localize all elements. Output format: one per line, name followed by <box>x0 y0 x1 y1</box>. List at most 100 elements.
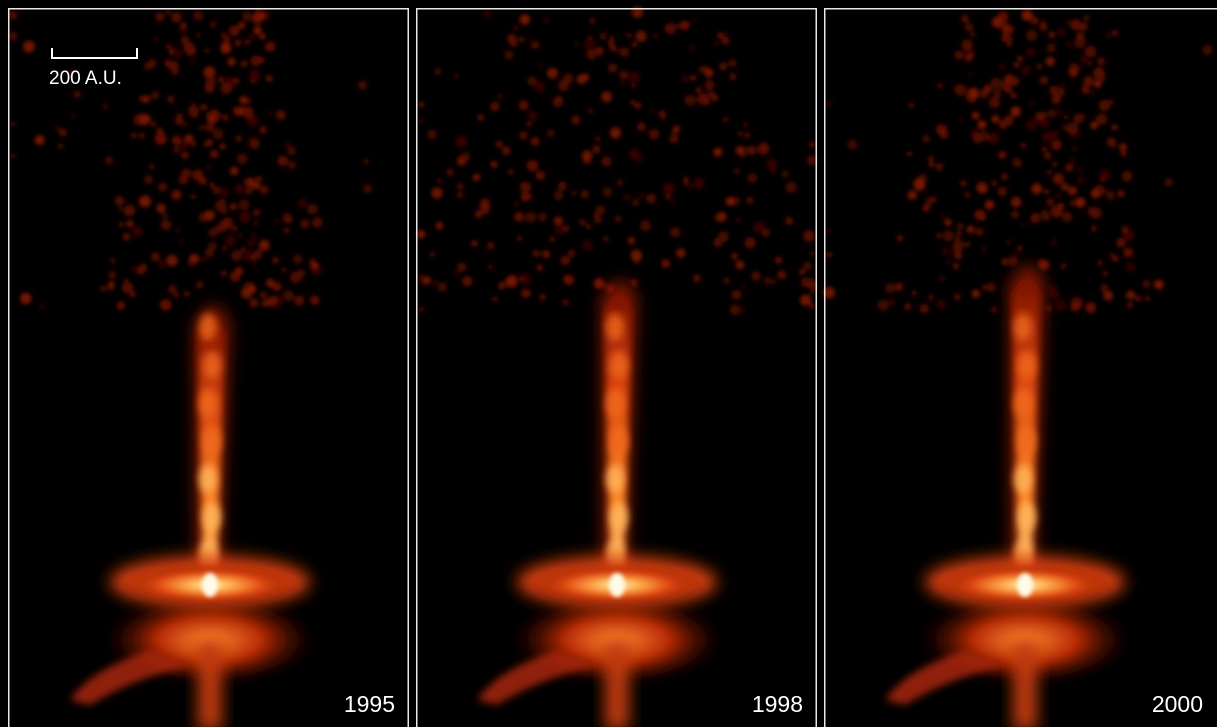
speckle <box>1119 143 1127 151</box>
speckle <box>1009 37 1014 42</box>
speckle <box>719 62 727 70</box>
speckle <box>221 199 225 203</box>
speckle <box>1039 22 1048 31</box>
speckle <box>418 275 425 282</box>
speckle <box>1098 57 1102 61</box>
speckle <box>143 95 150 102</box>
speckle <box>588 109 593 114</box>
speckle <box>562 299 569 306</box>
speckle <box>637 122 646 131</box>
speckle <box>912 291 917 296</box>
speckle <box>965 241 971 247</box>
speckle <box>961 15 969 23</box>
speckle <box>508 169 514 175</box>
counter-jet <box>198 640 222 727</box>
speckle <box>213 129 224 140</box>
speckle <box>1051 239 1057 245</box>
speckle <box>671 199 676 204</box>
speckle <box>970 31 976 37</box>
speckle <box>992 17 1003 28</box>
speckle <box>713 238 723 248</box>
speckle <box>227 58 235 66</box>
speckle <box>210 150 219 159</box>
jet-knot <box>606 313 624 341</box>
speckle <box>231 250 242 261</box>
speckle <box>630 278 638 286</box>
speckle <box>259 291 268 300</box>
speckle <box>764 277 771 284</box>
speckle <box>775 257 782 264</box>
speckle <box>107 284 114 291</box>
speckle <box>126 220 133 227</box>
speckle <box>586 224 592 230</box>
speckle <box>972 112 980 120</box>
speckle <box>153 254 157 258</box>
panel: 1995 <box>8 8 409 727</box>
speckle <box>701 65 709 73</box>
speckle <box>218 77 224 83</box>
speckle <box>1061 183 1069 191</box>
speckle <box>171 12 182 23</box>
speckle <box>801 277 811 287</box>
speckle <box>690 74 697 81</box>
panel: 2000 <box>823 8 1217 727</box>
speckle <box>1097 260 1102 265</box>
speckle <box>20 293 32 305</box>
speckle <box>514 212 524 222</box>
speckle <box>124 278 128 282</box>
speckle <box>741 284 746 289</box>
speckle <box>1026 119 1038 131</box>
speckle <box>582 240 593 251</box>
speckle <box>628 34 632 38</box>
speckle <box>967 225 975 233</box>
speckle <box>983 85 991 93</box>
speckle <box>682 75 689 82</box>
speckle <box>192 169 203 180</box>
speckle <box>1050 290 1058 298</box>
speckle <box>190 140 197 147</box>
speckle <box>991 307 997 313</box>
speckle <box>1021 223 1025 227</box>
speckle <box>624 194 630 200</box>
speckle <box>1077 176 1085 184</box>
speckle <box>1154 280 1164 290</box>
speckle <box>1057 28 1065 36</box>
speckle <box>236 135 243 142</box>
speckle <box>826 101 832 107</box>
speckle <box>284 227 290 233</box>
speckle <box>130 291 137 298</box>
speckle <box>918 174 927 183</box>
speckle <box>617 179 624 186</box>
speckle <box>785 182 796 193</box>
speckle <box>970 89 977 96</box>
speckle <box>939 276 944 281</box>
speckle <box>108 271 116 279</box>
speckle <box>139 264 147 272</box>
speckle <box>307 204 318 215</box>
speckle <box>714 216 719 221</box>
speckle <box>457 192 463 198</box>
counter-jet <box>1013 640 1037 727</box>
speckle <box>595 136 600 141</box>
speckle <box>897 235 904 242</box>
speckle <box>745 133 750 138</box>
speckle <box>300 219 309 228</box>
speckle <box>1109 253 1113 257</box>
core <box>202 573 218 597</box>
speckle <box>964 192 970 198</box>
speckle <box>803 230 814 241</box>
speckle <box>1046 198 1054 206</box>
speckle <box>254 26 262 34</box>
speckle <box>730 304 741 315</box>
speckle <box>457 156 466 165</box>
jet-knot <box>610 351 628 379</box>
speckle <box>208 228 218 238</box>
speckle <box>583 156 591 164</box>
speckle <box>1106 33 1110 37</box>
speckle <box>986 282 996 292</box>
speckle <box>9 32 18 41</box>
speckle <box>1065 164 1073 172</box>
speckle <box>581 73 589 81</box>
speckle <box>533 42 539 48</box>
speckle <box>1044 152 1052 160</box>
